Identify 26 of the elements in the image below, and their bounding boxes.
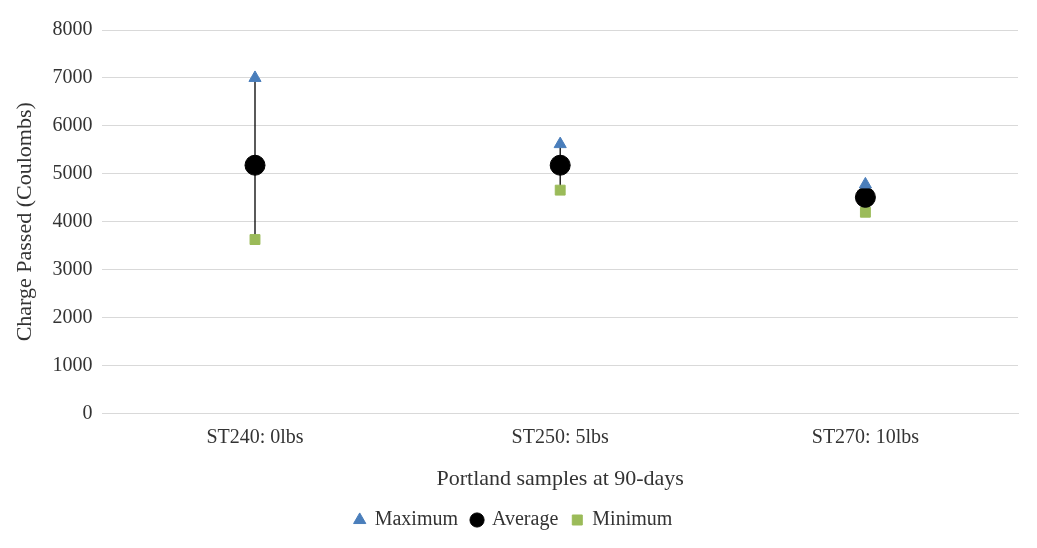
point	[858, 176, 872, 189]
point	[553, 136, 567, 149]
point	[249, 234, 261, 245]
y-tick-label: 2000	[52, 304, 93, 327]
x-tick-label: ST270: 10lbs	[811, 424, 920, 447]
x-tick-label: ST250: 5lbs	[511, 424, 610, 447]
y-tick-label: 0	[82, 400, 93, 423]
y-tick-label: 1000	[52, 352, 93, 375]
y-tick-label: 8000	[52, 17, 93, 40]
legend-label: Average	[492, 507, 559, 531]
point	[554, 184, 566, 196]
point	[854, 186, 876, 208]
y-tick-label: 7000	[52, 65, 93, 88]
point	[859, 206, 871, 218]
y-axis-title: Charge Passed (Coulombs)	[10, 102, 36, 342]
x-tick-label: ST240: 0lbs	[206, 424, 304, 447]
y-tick-label: 3000	[52, 257, 93, 279]
x-axis-title: Portland samples at 90-days	[436, 464, 684, 490]
point	[248, 70, 262, 82]
y-tick-label: 5000	[52, 161, 93, 184]
y-tick-label: 6000	[52, 113, 93, 136]
point	[549, 154, 571, 176]
legend-label: Minimum	[592, 507, 673, 530]
legend-label: Maximum	[374, 507, 459, 530]
point	[244, 154, 266, 176]
y-tick-label: 4000	[52, 209, 93, 232]
